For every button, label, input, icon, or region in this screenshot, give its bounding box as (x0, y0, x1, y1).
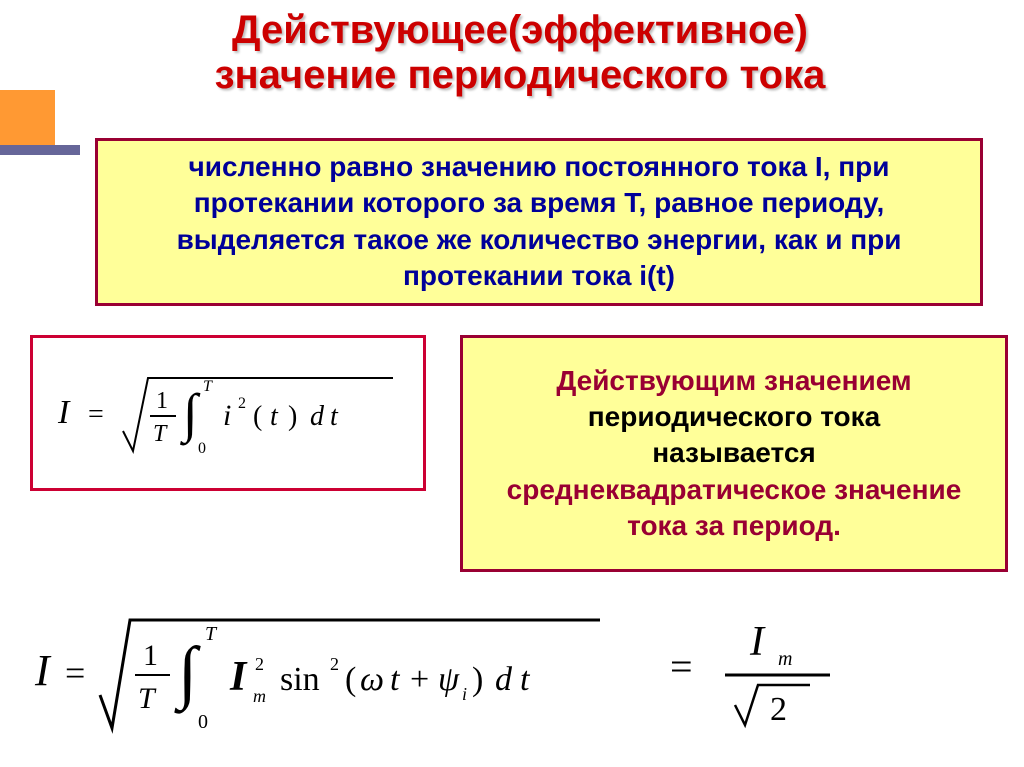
svg-text:(: ( (253, 401, 262, 432)
rms-line3: называется (479, 435, 989, 471)
svg-text:ψ: ψ (438, 661, 460, 698)
rms-line4: среднеквадратическое значение тока за пе… (479, 472, 989, 545)
svg-text:t: t (520, 661, 531, 698)
svg-text:i: i (223, 399, 231, 432)
formula-1-svg: I = 1 T ∫ T 0 i 2 ( t ) d t (48, 353, 408, 473)
svg-text:2: 2 (238, 395, 246, 412)
svg-text:t: t (390, 661, 401, 698)
svg-text:i: i (462, 684, 467, 704)
title-line2: значение периодического тока (90, 53, 950, 98)
rms-definition-box: Действующим значением периодического ток… (460, 335, 1008, 572)
svg-text:T: T (153, 421, 168, 447)
svg-text:I: I (749, 619, 766, 665)
svg-text:1: 1 (143, 639, 158, 672)
svg-text:I: I (34, 646, 52, 695)
svg-text:): ) (288, 401, 297, 432)
svg-text:d: d (495, 661, 513, 698)
svg-text:2: 2 (770, 691, 787, 728)
svg-text:=: = (670, 644, 693, 689)
accent-strip (0, 145, 80, 155)
formula-1-box: I = 1 T ∫ T 0 i 2 ( t ) d t (30, 335, 426, 491)
svg-text:ω: ω (360, 661, 384, 698)
svg-text:T: T (138, 682, 157, 715)
svg-text:T: T (205, 623, 218, 645)
accent-square (0, 90, 55, 145)
svg-text:I: I (229, 654, 248, 700)
svg-text:2: 2 (255, 654, 264, 674)
svg-text:2: 2 (330, 654, 339, 674)
rms-line2: периодического тока (479, 399, 989, 435)
svg-text:1: 1 (156, 388, 168, 414)
svg-text:I: I (57, 394, 71, 431)
rms-line1: Действующим значением (479, 363, 989, 399)
svg-text:t: t (330, 401, 339, 432)
svg-text:+: + (410, 661, 429, 698)
svg-text:∫: ∫ (174, 634, 201, 714)
svg-text:): ) (472, 661, 483, 698)
svg-text:∫: ∫ (180, 383, 201, 446)
definition-text: численно равно значению постоянного тока… (177, 151, 902, 291)
svg-text:sin: sin (280, 661, 320, 698)
svg-text:(: ( (345, 661, 356, 698)
svg-text:t: t (270, 401, 279, 432)
svg-text:m: m (253, 686, 266, 706)
svg-text:=: = (65, 653, 85, 693)
svg-text:0: 0 (198, 440, 206, 457)
formula-2-box: I = 1 T ∫ T 0 I 2 m sin 2 ( ω t + ψ i ) (30, 600, 990, 750)
definition-box: численно равно значению постоянного тока… (95, 138, 983, 306)
svg-text:=: = (88, 399, 104, 430)
svg-text:m: m (778, 648, 792, 670)
slide-title: Действующее(эффективное) значение период… (90, 8, 950, 98)
svg-text:T: T (203, 378, 213, 395)
svg-text:d: d (310, 401, 325, 432)
formula-2-svg: I = 1 T ∫ T 0 I 2 m sin 2 ( ω t + ψ i ) (30, 600, 990, 750)
title-line1: Действующее(эффективное) (90, 8, 950, 53)
svg-text:0: 0 (198, 711, 208, 733)
